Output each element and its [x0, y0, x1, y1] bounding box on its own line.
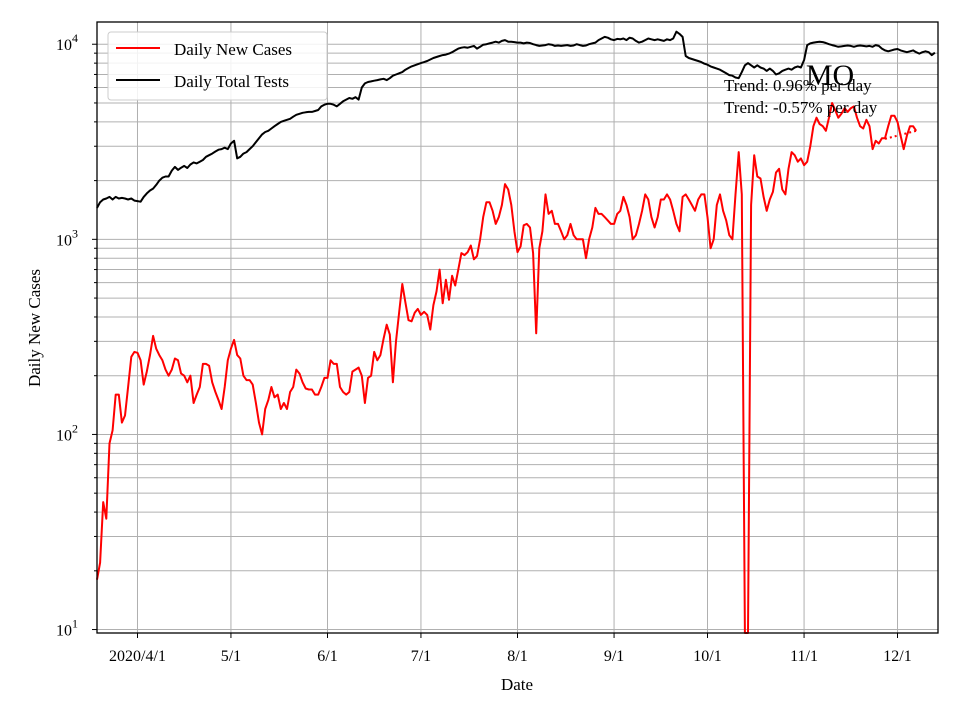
x-tick-label-6: 10/1: [693, 648, 721, 665]
x-tick-label-4: 8/1: [507, 648, 527, 665]
legend-label-cases: Daily New Cases: [174, 40, 292, 59]
x-tick-label-1: 5/1: [221, 648, 241, 665]
y-tick-label-1: 102: [56, 421, 78, 444]
x-tick-label-3: 7/1: [411, 648, 431, 665]
x-tick-label-5: 9/1: [604, 648, 624, 665]
x-tick-label-7: 11/1: [790, 648, 818, 665]
series-line-1: [96, 30, 936, 209]
y-tick-label-3: 104: [56, 31, 78, 54]
legend-box: [107, 31, 328, 101]
chart-title: MO: [806, 59, 854, 92]
x-tick-label-0: 2020/4/1: [109, 648, 166, 665]
x-axis-label: Date: [501, 675, 533, 694]
y-tick-label-0: 101: [56, 617, 78, 640]
legend-label-tests: Daily Total Tests: [174, 72, 289, 91]
trend-layer: [884, 129, 917, 140]
trend-line-cases: [884, 129, 917, 140]
y-tick-label-2: 103: [56, 226, 78, 249]
y-axis: 101 102 103 104: [56, 31, 97, 640]
legend: Daily New Cases Daily Total Tests: [107, 31, 328, 101]
y-axis-label: Daily New Cases: [25, 269, 44, 387]
x-tick-label-8: 12/1: [883, 648, 911, 665]
series-line-0: [96, 102, 918, 634]
trend-annotation-cases: Trend: 0.96% per day: [724, 76, 872, 95]
series-layer: [96, 30, 936, 634]
trend-annotation-tests: Trend: -0.57% per day: [724, 98, 878, 117]
x-tick-label-2: 6/1: [317, 648, 337, 665]
x-axis: 2020/4/1 5/1 6/1 7/1 8/1 9/1 10/1 11/1 12/1: [109, 633, 912, 665]
